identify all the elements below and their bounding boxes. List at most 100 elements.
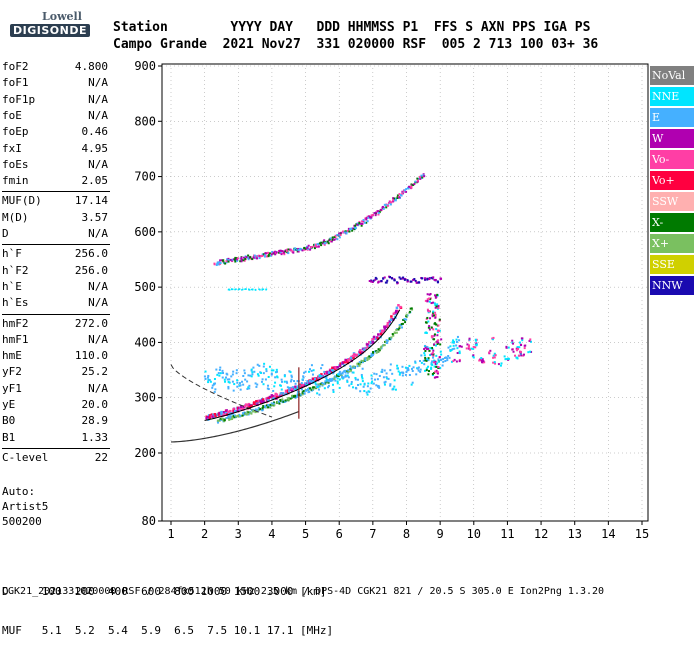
echo-point: [430, 367, 433, 370]
echo-point: [347, 376, 350, 379]
echo-point: [243, 411, 246, 414]
echo-point: [286, 250, 289, 253]
echo-point: [427, 373, 430, 376]
echo-point: [386, 377, 389, 380]
echo-point: [287, 248, 290, 251]
echo-point: [243, 256, 246, 259]
echo-point: [511, 348, 514, 351]
echo-point: [307, 244, 310, 247]
echo-point: [264, 405, 267, 408]
echo-point: [267, 384, 270, 387]
echo-point: [318, 242, 321, 245]
echo-point: [282, 400, 285, 403]
logo-digisonde-text: DIGISONDE: [10, 24, 90, 37]
echo-point: [331, 369, 334, 372]
echo-point: [368, 344, 371, 348]
param-name: h`F: [2, 247, 22, 261]
echo-point: [374, 378, 377, 381]
auto-version: 500200: [2, 515, 42, 528]
echo-point: [393, 385, 396, 388]
echo-point: [458, 360, 461, 363]
echo-point: [430, 366, 433, 369]
echo-point: [424, 299, 427, 302]
echo-point: [453, 347, 456, 350]
echo-point: [351, 229, 354, 232]
auto-software: Artist5: [2, 500, 49, 513]
echo-point: [372, 382, 375, 385]
echo-point: [398, 196, 401, 199]
echo-point: [256, 373, 259, 376]
echo-point: [316, 377, 319, 380]
echo-point: [342, 370, 345, 373]
echo-point: [332, 370, 335, 373]
echo-point: [206, 376, 209, 379]
echo-point: [283, 250, 286, 253]
echo-point: [366, 356, 369, 359]
echo-point: [367, 216, 370, 219]
echo-point: [281, 380, 284, 383]
echo-point: [455, 360, 458, 363]
echo-point: [442, 360, 445, 363]
echo-point: [235, 415, 238, 418]
echo-point: [243, 259, 246, 262]
echo-point: [261, 398, 265, 401]
echo-point: [425, 321, 428, 324]
echo-point: [244, 378, 247, 381]
echo-point: [279, 249, 282, 252]
echo-point: [257, 408, 260, 411]
echo-point: [350, 380, 353, 383]
echo-point: [378, 348, 381, 351]
echo-point: [436, 281, 439, 284]
echo-point: [346, 230, 349, 233]
echo-point: [338, 370, 341, 373]
echo-point: [425, 332, 428, 335]
echo-point: [433, 278, 436, 281]
echo-point: [437, 366, 440, 369]
echo-point: [215, 368, 218, 371]
echo-point: [434, 294, 437, 297]
echo-point: [318, 377, 321, 380]
echo-point: [431, 351, 434, 354]
echo-point: [336, 380, 339, 383]
echo-point: [220, 410, 223, 414]
param-value: 4.95: [81, 141, 109, 155]
echo-point: [426, 278, 429, 281]
echo-point: [374, 337, 378, 341]
echo-point: [267, 252, 270, 255]
echo-point: [215, 264, 218, 267]
echo-point: [274, 253, 277, 256]
param-row: hmF2 272.0: [2, 317, 108, 331]
param-value: 22: [94, 450, 108, 464]
echo-point: [340, 231, 343, 234]
echo-point: [427, 357, 430, 360]
echo-point: [521, 339, 524, 342]
echo-point: [393, 199, 396, 202]
echo-point: [264, 406, 267, 409]
echo-point: [515, 356, 518, 359]
param-name: yE: [2, 398, 16, 411]
echo-point: [254, 382, 257, 385]
param-value: 2.05: [81, 174, 109, 188]
echo-point: [290, 388, 294, 392]
faint-echoes: [227, 288, 268, 291]
param-row: h`E N/A: [2, 280, 108, 294]
echo-point: [411, 370, 414, 373]
echo-point: [318, 384, 321, 387]
x-tick-label: 3: [235, 527, 242, 541]
echo-point: [359, 383, 362, 386]
echo-point: [213, 390, 216, 393]
echo-point: [234, 288, 236, 291]
echo-point: [272, 402, 275, 405]
echo-point: [426, 358, 429, 361]
echo-point: [433, 376, 436, 379]
echo-point: [218, 368, 221, 371]
echo-point: [410, 367, 413, 370]
param-value: N/A: [88, 332, 108, 346]
echo-point: [431, 277, 434, 280]
param-row: hmF1 N/A: [2, 333, 108, 347]
echo-point: [237, 414, 240, 417]
echo-point: [276, 400, 279, 403]
echo-point: [207, 381, 210, 384]
echo-point: [219, 259, 222, 262]
echo-point: [249, 374, 252, 377]
